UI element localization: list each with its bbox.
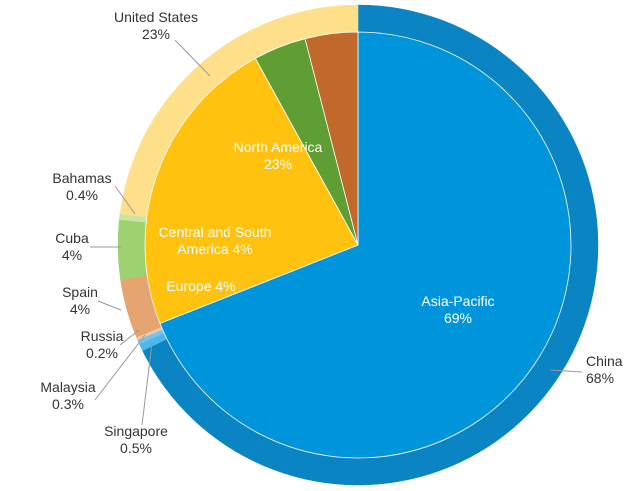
leader-lines <box>90 39 583 426</box>
leader-line-united-states <box>174 39 211 77</box>
outer-label-russia: Russia 0.2% <box>81 328 124 361</box>
outer-label-united-states: United States 23% <box>114 9 198 42</box>
outer-label-spain: Spain 4% <box>62 284 98 317</box>
outer-label-malaysia: Malaysia 0.3% <box>40 379 95 412</box>
inner-label-asia-pacific: Asia-Pacific 69% <box>421 293 494 326</box>
inner-label-central-and-south-america: Central and South America 4% <box>159 224 272 257</box>
inner-slice-europe <box>304 31 359 246</box>
outer-label-cuba: Cuba 4% <box>55 230 89 263</box>
leader-line-malaysia <box>94 334 146 401</box>
leader-line-bahamas <box>114 185 136 215</box>
inner-slice-asia-pacific <box>159 31 572 459</box>
leader-line-russia <box>119 329 140 346</box>
leader-line-singapore <box>141 342 153 426</box>
leader-line-spain <box>97 300 122 311</box>
inner-slice-north-america <box>144 57 359 324</box>
outer-label-bahamas: Bahamas 0.4% <box>52 170 111 203</box>
inner-label-north-america: North America 23% <box>234 139 323 172</box>
outer-label-china: China 68% <box>586 353 623 386</box>
labels: Asia-Pacific 69% North America 23% Central a… <box>40 9 622 456</box>
leader-line-china <box>549 369 583 373</box>
outer-label-singapore: Singapore 0.5% <box>104 423 168 456</box>
inner-ring <box>144 31 572 459</box>
inner-label-europe: Europe 4% <box>166 278 235 294</box>
